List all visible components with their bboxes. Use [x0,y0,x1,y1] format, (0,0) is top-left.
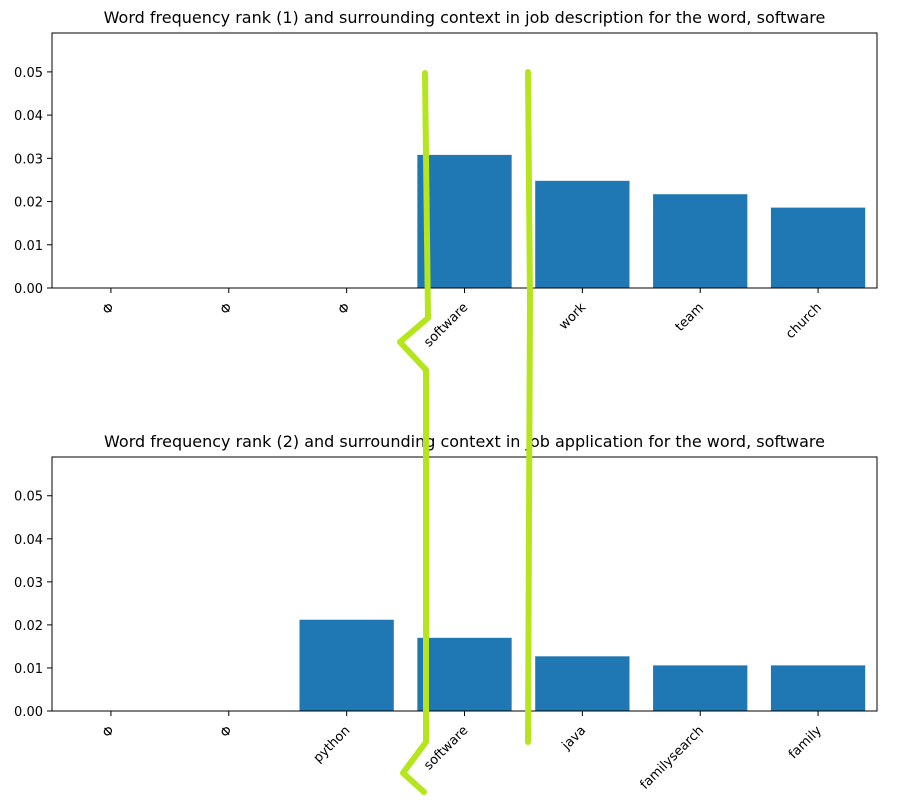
y-tick-label: 0.01 [14,239,43,254]
y-tick-label: 0.00 [14,282,43,297]
y-tick-label: 0.00 [14,705,43,720]
x-tick-label: python [311,723,354,766]
bar-3 [417,637,512,711]
bar-5 [653,194,748,288]
x-tick-label: Φ [218,723,236,741]
y-tick-label: 0.02 [14,196,43,211]
x-tick-label: team [673,300,707,334]
y-tick-label: 0.05 [14,66,43,81]
y-tick-label: 0.03 [14,152,43,167]
highlight-annotation [397,69,533,795]
annotation-left-bracket [397,70,431,795]
x-tick-label: church [783,300,825,342]
bar-2 [299,619,394,711]
x-tick-label: Φ [218,300,236,318]
chart-application: Word frequency rank (2) and surrounding … [14,432,878,793]
annotation-right-line [525,69,533,745]
y-tick-label: 0.01 [14,662,43,677]
y-tick-label: 0.02 [14,619,43,634]
bar-6 [770,665,866,711]
x-tick-label: Φ [100,723,118,741]
x-tick-label: familysearch [638,723,708,793]
y-tick-label: 0.04 [14,109,43,124]
y-tick-label: 0.03 [14,576,43,591]
y-tick-label: 0.04 [14,533,43,548]
bar-3 [417,154,512,288]
x-tick-label: work [556,300,589,333]
chart-title: Word frequency rank (2) and surrounding … [104,432,825,451]
y-tick-label: 0.05 [14,490,43,505]
bar-4 [535,180,630,288]
bar-5 [653,665,748,711]
chart-description: Word frequency rank (1) and surrounding … [14,8,878,350]
bar-4 [535,656,630,711]
axes-frame [51,456,878,712]
axes-frame [51,32,878,289]
x-tick-label: Φ [336,300,354,318]
bar-6 [770,207,866,288]
x-tick-label: family [786,723,825,762]
x-tick-label: java [559,723,590,754]
x-tick-label: Φ [100,300,118,318]
chart-title: Word frequency rank (1) and surrounding … [104,8,826,27]
